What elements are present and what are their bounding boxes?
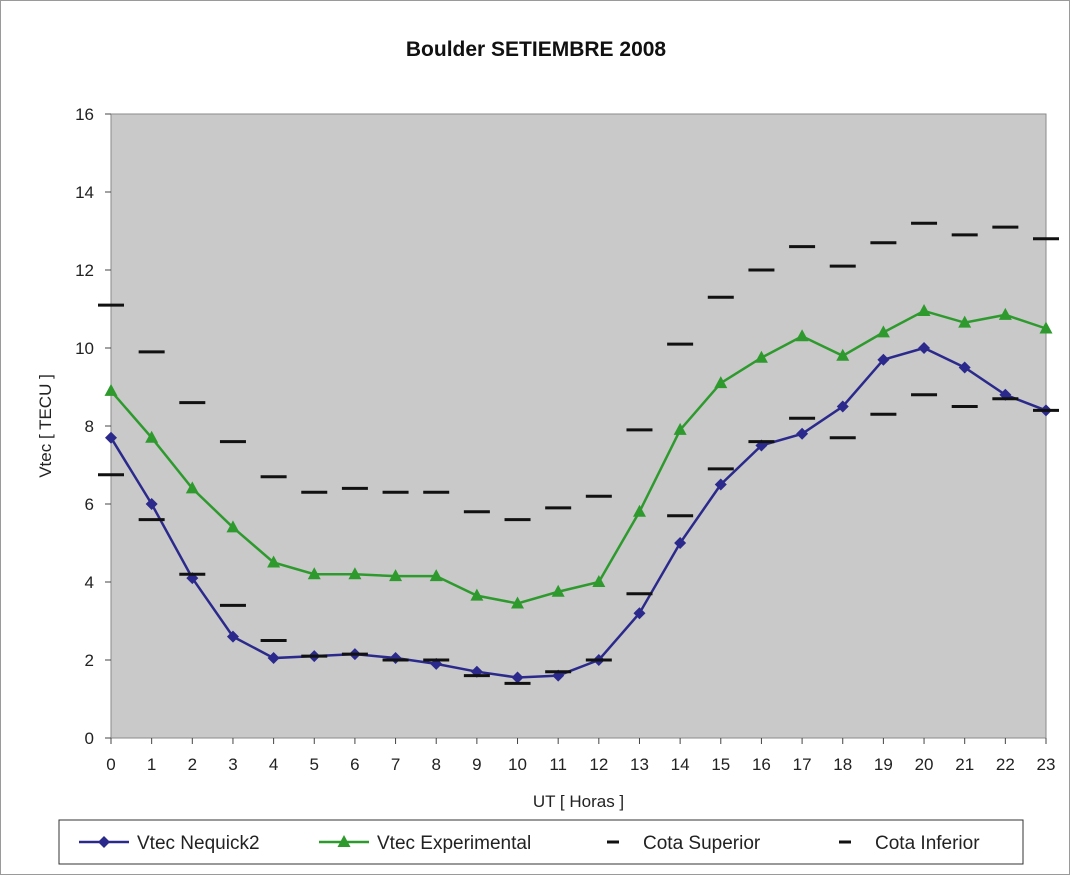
legend: [58, 819, 1024, 865]
data-point: [511, 596, 525, 609]
data-point: [632, 504, 646, 517]
x-tick-label: 16: [752, 755, 771, 774]
x-tick-label: 8: [431, 755, 440, 774]
data-point: [673, 422, 687, 435]
x-tick-label: 2: [188, 755, 197, 774]
x-tick-label: 23: [1037, 755, 1056, 774]
data-point: [836, 400, 849, 413]
series-3: [98, 393, 1059, 685]
data-point: [267, 652, 280, 665]
x-tick-label: 1: [147, 755, 156, 774]
data-point: [1039, 321, 1053, 334]
y-tick-label: 10: [75, 339, 94, 358]
y-axis-label: Vtec [ TECU ]: [36, 374, 55, 478]
plot-area: [110, 113, 1047, 739]
x-tick-label: 3: [228, 755, 237, 774]
y-axis: 0 2 4 6 8 10 12 14 16: [75, 105, 111, 748]
legend-label: Vtec Nequick2: [137, 833, 260, 854]
x-tick-label: 11: [549, 755, 567, 774]
x-tick-label: 7: [391, 755, 400, 774]
legend-items: Vtec Nequick2 Vtec Experimental Cota Super…: [79, 833, 980, 854]
x-tick-label: 13: [630, 755, 649, 774]
x-tick-label: 10: [508, 755, 527, 774]
data-point: [958, 361, 971, 374]
data-point: [674, 537, 687, 549]
data-point: [104, 383, 118, 396]
x-axis-label: UT [ Horas ]: [533, 792, 624, 811]
data-point: [877, 353, 890, 366]
chart-title: Boulder SETIEMBRE 2008: [406, 38, 667, 61]
legend-label: Cota Inferior: [875, 833, 980, 854]
y-tick-label: 14: [75, 183, 94, 202]
y-tick-label: 8: [85, 417, 94, 436]
x-tick-label: 15: [711, 755, 730, 774]
data-point: [918, 342, 931, 354]
legend-entry: Cota Inferior: [839, 833, 980, 854]
data-point: [105, 431, 117, 444]
data-point: [754, 350, 768, 363]
x-tick-label: 6: [350, 755, 359, 774]
x-tick-label: 18: [833, 755, 852, 774]
x-tick-label: 9: [472, 755, 481, 774]
series-layer: [98, 221, 1059, 685]
x-axis: 0 1 2 3 4 5 6 7 8 9 10 11 12 13 14 15 16 17 18 19 20 21 22 23: [106, 738, 1055, 774]
legend-label: Vtec Experimental: [377, 833, 531, 854]
data-point: [145, 430, 159, 443]
x-tick-label: 21: [955, 755, 974, 774]
data-point: [226, 520, 240, 533]
data-point: [958, 315, 972, 328]
data-point: [551, 584, 565, 597]
data-point: [876, 325, 890, 338]
data-point: [307, 567, 321, 580]
data-point: [917, 303, 931, 316]
legend-entry: Cota Superior: [607, 833, 761, 854]
series-line: [109, 346, 1047, 679]
data-point: [226, 630, 239, 643]
data-point: [145, 498, 158, 510]
data-point: [592, 575, 606, 587]
x-tick-label: 20: [915, 755, 934, 774]
data-point: [348, 567, 362, 580]
data-point: [429, 569, 443, 582]
data-point: [998, 307, 1012, 320]
x-tick-label: 14: [671, 755, 690, 774]
x-tick-label: 5: [310, 755, 319, 774]
y-tick-label: 2: [85, 651, 94, 670]
y-tick-label: 0: [85, 729, 94, 748]
x-tick-label: 17: [793, 755, 812, 774]
y-tick-label: 12: [75, 261, 94, 280]
data-point: [389, 569, 403, 582]
data-point: [185, 481, 199, 494]
series-1: [104, 303, 1053, 609]
data-point: [714, 376, 728, 389]
legend-marker: [98, 836, 110, 848]
legend-entry: Vtec Nequick2: [79, 833, 260, 854]
y-tick-label: 4: [85, 573, 94, 592]
x-tick-label: 19: [874, 755, 893, 774]
data-point: [836, 348, 850, 361]
y-tick-label: 16: [75, 105, 94, 124]
legend-entry: Vtec Experimental: [319, 833, 531, 854]
x-tick-label: 0: [106, 755, 115, 774]
x-tick-label: 12: [589, 755, 608, 774]
legend-marker: [337, 835, 351, 847]
x-tick-label: 4: [269, 755, 278, 774]
x-tick-label: 22: [996, 755, 1015, 774]
y-tick-label: 6: [85, 495, 94, 514]
data-point: [714, 478, 727, 491]
data-point: [795, 329, 809, 342]
data-point: [470, 588, 484, 601]
data-point: [796, 427, 809, 440]
series-line: [110, 309, 1047, 605]
data-point: [633, 607, 646, 620]
data-point: [511, 671, 524, 684]
legend-label: Cota Superior: [643, 833, 761, 854]
data-point: [267, 555, 281, 568]
series-2: [98, 221, 1059, 522]
